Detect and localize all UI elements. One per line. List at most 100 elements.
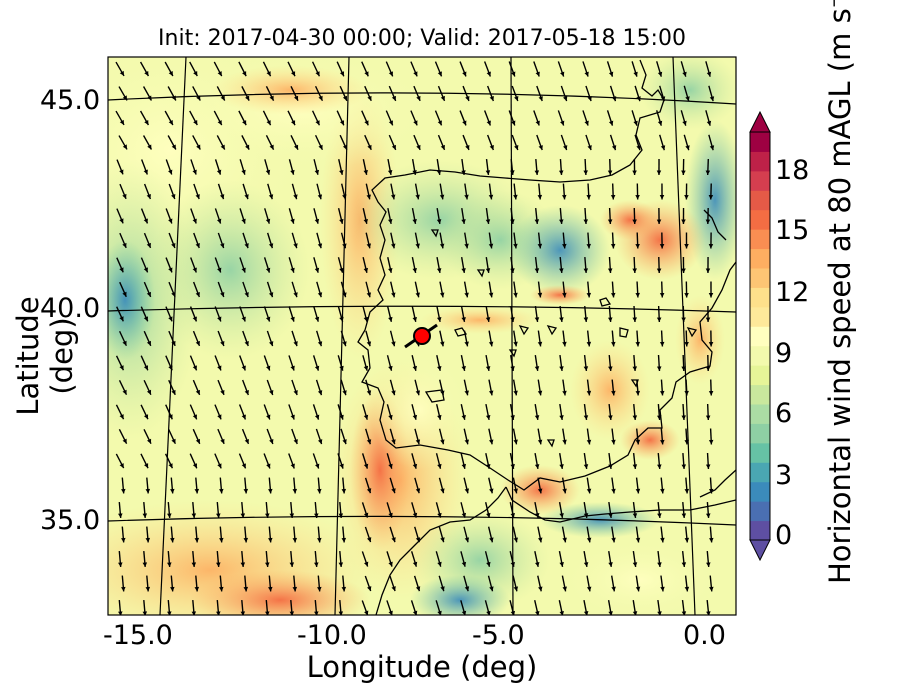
wind-arrow-head — [216, 169, 222, 175]
wind-arrow-head — [416, 144, 421, 150]
colorbar-segment — [750, 345, 770, 366]
wind-arrow-head — [437, 463, 442, 469]
wind-arrow-head — [243, 537, 249, 543]
wind-arrow-head — [366, 243, 372, 249]
wind-arrow-head — [315, 71, 320, 77]
wind-arrow-head — [685, 96, 690, 102]
wind-arrow-head — [339, 414, 344, 420]
wind-arrow-head — [338, 611, 344, 615]
wind-arrow-head — [144, 119, 149, 125]
wind-arrow-head — [412, 463, 418, 469]
wind-arrow-head — [268, 537, 273, 543]
colorbar-segment — [750, 306, 770, 327]
wind-arrow-head — [583, 562, 589, 567]
wind-arrow-head — [192, 365, 197, 371]
wind-arrow-head — [660, 537, 665, 543]
wind-arrow-head — [195, 291, 200, 297]
wind-arrow-head — [562, 194, 567, 200]
wind-arrow-head — [119, 119, 124, 125]
wind-arrow-head — [436, 268, 442, 273]
wind-arrow-head — [464, 341, 469, 347]
wind-arrow-head — [586, 292, 592, 298]
wind-arrow-head — [465, 95, 470, 101]
wind-arrow-head — [560, 120, 565, 126]
wind-arrow-head — [709, 537, 714, 543]
wind-arrow-head — [265, 218, 271, 224]
wind-arrow-head — [195, 340, 200, 346]
wind-arrow-head — [437, 512, 442, 518]
wind-arrow-head — [681, 170, 686, 175]
wind-arrow-head — [587, 145, 592, 151]
colorbar-segment — [750, 326, 770, 347]
wind-arrow-head — [317, 292, 323, 298]
wind-arrow-head — [363, 414, 369, 420]
wind-arrow-head — [636, 96, 641, 102]
wind-arrow-head — [367, 144, 372, 150]
wind-arrow-head — [388, 610, 393, 615]
wind-arrow-head — [461, 366, 466, 371]
wind-arrow-head — [217, 414, 222, 420]
wind-arrow-head — [290, 71, 296, 77]
wind-arrow-head — [559, 317, 564, 322]
wind-arrow-head — [562, 537, 567, 543]
wind-arrow-head — [220, 243, 225, 249]
wind-arrow-head — [240, 513, 246, 518]
colorbar-segment — [750, 520, 770, 541]
wind-arrow-head — [534, 268, 540, 273]
wind-arrow-head — [217, 71, 222, 77]
wind-arrow-head — [121, 586, 126, 592]
wind-arrow-head — [635, 488, 641, 494]
wind-arrow-head — [317, 341, 323, 347]
wind-arrow-head — [341, 586, 347, 592]
wind-arrow-head — [191, 611, 197, 615]
wind-arrow-head — [146, 389, 152, 395]
wind-arrow-head — [513, 390, 518, 396]
wind-arrow-head — [293, 144, 299, 150]
wind-arrow-head — [583, 611, 589, 615]
wind-arrow-head — [657, 562, 662, 567]
wind-arrow-head — [513, 243, 518, 249]
wind-arrow-head — [317, 390, 323, 396]
wind-arrow-head — [632, 415, 638, 420]
wind-arrow-head — [390, 194, 396, 200]
wind-arrow-head — [440, 95, 445, 101]
wind-arrow-head — [489, 586, 494, 592]
wind-arrow-head — [339, 316, 344, 322]
wind-arrow-head — [534, 317, 540, 322]
wind-arrow-head — [268, 292, 274, 298]
wind-arrow-head — [684, 293, 689, 298]
wind-arrow-head — [342, 95, 348, 101]
wind-arrow-head — [709, 586, 714, 592]
wind-arrow-head — [314, 267, 320, 273]
wind-arrow-head — [510, 610, 516, 615]
wind-arrow-head — [659, 292, 665, 298]
wind-arrow-head — [583, 415, 589, 420]
wind-arrow-head — [684, 390, 689, 396]
wind-arrow-head — [440, 144, 445, 150]
wind-arrow-head — [122, 193, 127, 199]
wind-arrow-head — [583, 464, 589, 469]
wind-arrow-head — [412, 316, 417, 322]
wind-arrow-head — [632, 317, 637, 322]
wind-arrow-head — [611, 537, 616, 543]
x-tick-label: -5.0 — [472, 620, 525, 651]
wind-arrow-head — [142, 513, 148, 518]
wind-arrow-head — [219, 194, 225, 200]
wind-arrow-head — [387, 219, 393, 224]
wind-arrow-head — [243, 488, 249, 494]
wind-arrow-head — [241, 316, 246, 322]
wind-arrow-head — [391, 95, 396, 101]
wind-arrow-head — [485, 268, 491, 273]
wind-arrow-head — [339, 218, 344, 224]
wind-arrow-head — [440, 390, 445, 396]
wind-arrow-head — [705, 513, 711, 518]
wind-arrow-head — [363, 267, 369, 273]
colorbar-extend-max — [749, 110, 771, 133]
wind-arrow-head — [684, 341, 689, 347]
wind-arrow-head — [241, 267, 246, 273]
wind-arrow-head — [705, 415, 711, 420]
colorbar-segment — [750, 132, 770, 152]
wind-arrow-head — [632, 562, 638, 567]
wind-arrow-head — [146, 242, 151, 248]
wind-arrow-head — [684, 488, 690, 494]
